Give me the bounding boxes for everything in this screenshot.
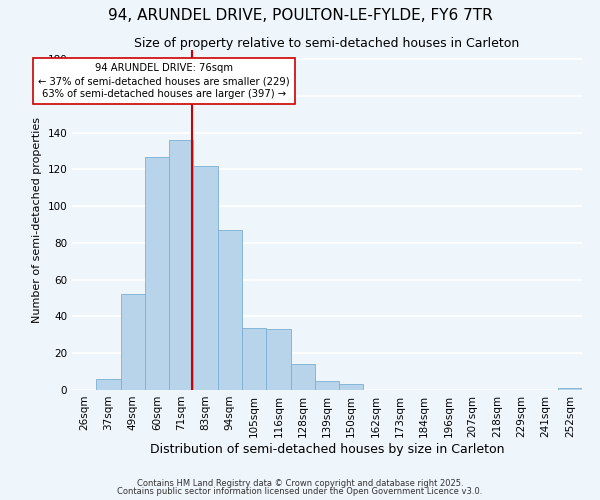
Text: Contains public sector information licensed under the Open Government Licence v3: Contains public sector information licen… [118,487,482,496]
Bar [315,381,339,390]
X-axis label: Distribution of semi-detached houses by size in Carleton: Distribution of semi-detached houses by … [150,442,504,456]
Bar [558,388,582,390]
Y-axis label: Number of semi-detached properties: Number of semi-detached properties [32,117,42,323]
Text: 94 ARUNDEL DRIVE: 76sqm
← 37% of semi-detached houses are smaller (229)
63% of s: 94 ARUNDEL DRIVE: 76sqm ← 37% of semi-de… [38,63,290,100]
Bar [121,294,145,390]
Text: Contains HM Land Registry data © Crown copyright and database right 2025.: Contains HM Land Registry data © Crown c… [137,478,463,488]
Title: Size of property relative to semi-detached houses in Carleton: Size of property relative to semi-detach… [134,37,520,50]
Bar [339,384,364,390]
Bar [218,230,242,390]
Bar [290,364,315,390]
Bar [266,330,290,390]
Bar [193,166,218,390]
Bar [145,156,169,390]
Bar [169,140,193,390]
Bar [96,379,121,390]
Text: 94, ARUNDEL DRIVE, POULTON-LE-FYLDE, FY6 7TR: 94, ARUNDEL DRIVE, POULTON-LE-FYLDE, FY6… [107,8,493,22]
Bar [242,328,266,390]
